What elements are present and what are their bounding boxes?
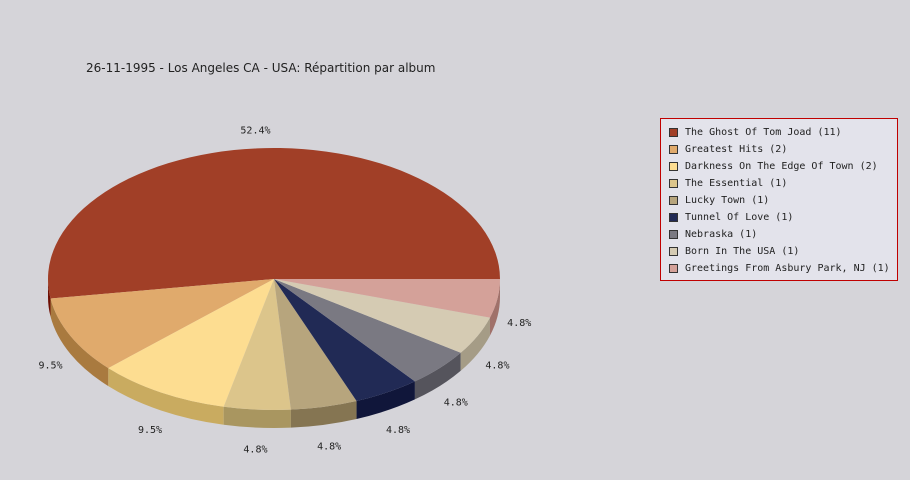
legend-swatch <box>669 264 678 273</box>
legend-label: Nebraska (1) <box>685 229 758 240</box>
legend-item: Born In The USA (1) <box>669 243 897 260</box>
legend-swatch <box>669 247 678 256</box>
legend-item: The Ghost Of Tom Joad (11) <box>669 124 897 141</box>
legend-label: Lucky Town (1) <box>685 195 770 206</box>
pie-side-darkness-on-the-edge-of-town-2 <box>108 368 224 425</box>
pie-side-born-in-the-usa-1 <box>460 317 490 371</box>
pie-slice-nebraska-1 <box>274 279 461 382</box>
pie-side-greetings-from-asbury-park-nj-1 <box>489 279 500 336</box>
legend-label: Darkness On The Edge Of Town (2) <box>685 161 878 172</box>
pie-percent-label: 52.4% <box>240 125 270 136</box>
pie-percent-label: 4.8% <box>507 318 531 329</box>
chart-title: 26-11-1995 - Los Angeles CA - USA: Répar… <box>86 61 436 75</box>
legend-label: Tunnel Of Love (1) <box>685 212 794 223</box>
pie-slice-darkness-on-the-edge-of-town-2 <box>108 279 274 407</box>
legend-swatch <box>669 213 678 222</box>
pie-slice-born-in-the-usa-1 <box>274 279 490 353</box>
legend-swatch <box>669 128 678 137</box>
legend-swatch <box>669 145 678 154</box>
pie-side-nebraska-1 <box>414 352 461 400</box>
pie-labels: 52.4% 9.5% 9.5% 4.8% 4.8% 4.8% 4.8% 4.8% 4.8% <box>39 125 532 455</box>
legend: The Ghost Of Tom Joad (11) Greatest Hits … <box>660 118 898 281</box>
pie-side-lucky-town-1 <box>290 400 357 428</box>
pie-percent-label: 9.5% <box>138 425 162 436</box>
pie-slice-greatest-hits-2 <box>50 279 275 369</box>
pie-percent-label: 4.8% <box>444 397 468 408</box>
legend-item: Greetings From Asbury Park, NJ (1) <box>669 260 897 277</box>
legend-label: The Essential (1) <box>685 178 788 189</box>
legend-item: Nebraska (1) <box>669 226 897 243</box>
pie-side-greatest-hits-2 <box>50 298 109 387</box>
pie-slice-the-essential-1 <box>223 279 291 410</box>
legend-swatch <box>669 196 678 205</box>
pie-side-the-essential-1 <box>223 406 291 429</box>
pie-percent-label: 4.8% <box>317 441 341 452</box>
legend-swatch <box>669 230 678 239</box>
pie-percent-label: 4.8% <box>243 445 267 456</box>
legend-label: Born In The USA (1) <box>685 246 800 257</box>
legend-swatch <box>669 162 678 171</box>
pie-slices <box>48 148 500 410</box>
pie-slice-lucky-town-1 <box>274 279 357 410</box>
legend-label: Greetings From Asbury Park, NJ (1) <box>685 263 890 274</box>
pie-slice-the-ghost-of-tom-joad-11 <box>48 148 500 299</box>
pie-percent-label: 9.5% <box>39 361 63 372</box>
legend-item: Darkness On The Edge Of Town (2) <box>669 158 897 175</box>
legend-item: The Essential (1) <box>669 175 897 192</box>
legend-label: The Ghost Of Tom Joad (11) <box>685 127 842 138</box>
legend-swatch <box>669 179 678 188</box>
pie-side-tunnel-of-love-1 <box>356 381 415 419</box>
legend-item: Lucky Town (1) <box>669 192 897 209</box>
pie-percent-label: 4.8% <box>485 361 509 372</box>
legend-item: Tunnel Of Love (1) <box>669 209 897 226</box>
pie-slice-greetings-from-asbury-park-nj-1 <box>274 279 500 318</box>
pie-percent-label: 4.8% <box>386 425 410 436</box>
pie-slice-tunnel-of-love-1 <box>274 279 415 401</box>
pie-sides <box>48 279 500 429</box>
legend-item: Greatest Hits (2) <box>669 141 897 158</box>
legend-label: Greatest Hits (2) <box>685 144 788 155</box>
pie-side-the-ghost-of-tom-joad-11 <box>48 279 51 317</box>
